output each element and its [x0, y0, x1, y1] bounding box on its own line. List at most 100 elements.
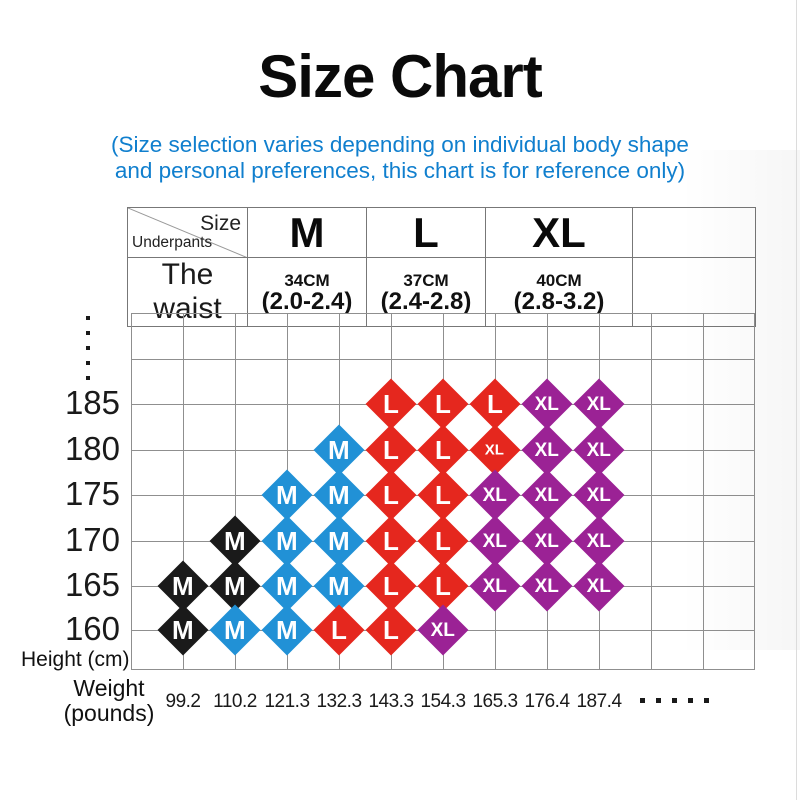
weight-tick-187.4: 187.4 [576, 691, 622, 712]
size-marker-m: M [313, 469, 365, 521]
waist-l-cm: 37CM [403, 271, 449, 290]
height-tick-165: 165 [64, 566, 120, 604]
size-marker-label: XL [534, 393, 560, 415]
size-marker-label: XL [586, 575, 612, 597]
size-marker-label: L [435, 570, 451, 601]
height-ellipsis-dot [86, 376, 90, 380]
size-marker-label: M [328, 479, 350, 510]
size-marker-l: L [417, 469, 469, 521]
grid-line-vertical [131, 313, 132, 670]
size-marker-label: M [172, 570, 194, 601]
waist-l-range: (2.4-2.8) [380, 288, 472, 315]
weight-ellipsis-dot [640, 698, 645, 703]
corner-underpants-label: Underpants [132, 234, 213, 251]
subtitle-line-1: (Size selection varies depending on indi… [111, 132, 689, 157]
size-marker-xl: XL [521, 515, 573, 566]
size-marker-l: L [469, 378, 521, 430]
size-marker-m: M [261, 469, 313, 521]
height-tick-180: 180 [64, 429, 120, 467]
size-marker-l: L [365, 469, 417, 521]
size-marker-label: XL [482, 530, 508, 551]
photo-edge-line [796, 0, 797, 800]
size-marker-label: XL [430, 619, 456, 641]
size-marker-xl: XL [573, 424, 625, 475]
weight-tick-121.3: 121.3 [264, 691, 310, 712]
size-marker-m: M [313, 515, 365, 566]
height-ellipsis-dot [86, 346, 90, 350]
size-col-m: M [247, 207, 367, 258]
size-marker-m: M [261, 515, 313, 566]
size-marker-xl: XL [469, 424, 521, 475]
weight-tick-165.3: 165.3 [472, 691, 518, 712]
size-marker-xl: XL [573, 515, 625, 566]
size-marker-xl: XL [469, 515, 521, 566]
weight-ellipsis-dot [688, 698, 693, 703]
height-ellipsis-dot [86, 331, 90, 335]
size-marker-label: XL [586, 484, 612, 506]
size-marker-label: L [331, 614, 347, 645]
size-marker-l: L [365, 424, 417, 475]
size-marker-label: L [435, 434, 451, 465]
weight-tick-143.3: 143.3 [368, 691, 414, 712]
size-marker-label: XL [482, 484, 508, 506]
size-marker-label: XL [534, 575, 560, 597]
size-marker-label: M [328, 570, 350, 601]
size-marker-label: M [224, 614, 246, 645]
size-marker-label: XL [534, 530, 560, 551]
grid-line-vertical [183, 313, 184, 670]
waist-m-range: (2.0-2.4) [261, 288, 353, 315]
size-marker-label: M [276, 525, 298, 556]
height-tick-175: 175 [64, 475, 120, 513]
diagonal-divider-line [128, 208, 246, 257]
size-marker-l: L [417, 378, 469, 430]
size-marker-m: M [209, 515, 261, 566]
size-marker-m: M [157, 604, 209, 656]
waist-row-label-cell: The waist [127, 257, 248, 327]
size-marker-xl: XL [521, 560, 573, 612]
size-marker-label: L [435, 388, 451, 419]
size-marker-label: XL [586, 439, 612, 460]
size-marker-label: L [435, 479, 451, 510]
size-marker-label: M [224, 525, 246, 556]
height-axis-title: Height (cm) [21, 648, 130, 671]
size-header-table: Size Underpants M L XL The waist 34CM (2… [127, 207, 756, 327]
size-marker-l: L [365, 604, 417, 656]
size-marker-label: XL [485, 440, 505, 458]
grid-line-vertical [235, 313, 236, 670]
size-marker-xl: XL [417, 604, 469, 656]
size-m-label: M [289, 208, 325, 256]
corner-cell: Size Underpants [127, 207, 248, 258]
size-marker-l: L [365, 378, 417, 430]
size-marker-label: M [276, 614, 298, 645]
waist-row-label: The waist [153, 258, 222, 326]
size-marker-label: XL [586, 530, 612, 551]
size-col-xl: XL [485, 207, 633, 258]
weight-tick-99.2: 99.2 [165, 691, 201, 712]
size-marker-label: XL [534, 484, 560, 506]
size-marker-label: L [383, 570, 399, 601]
size-marker-l: L [417, 515, 469, 566]
weight-axis-title-line2: (pounds) [63, 700, 155, 726]
size-marker-label: M [328, 434, 350, 465]
size-marker-xl: XL [521, 378, 573, 430]
weight-tick-154.3: 154.3 [420, 691, 466, 712]
grid-line-vertical [754, 313, 755, 670]
size-xl-label: XL [532, 208, 586, 256]
waist-empty-cell [632, 257, 756, 327]
weight-ellipsis-dot [672, 698, 677, 703]
grid-line-vertical [651, 313, 652, 670]
size-marker-label: L [435, 525, 451, 556]
height-tick-160: 160 [64, 610, 120, 648]
size-scatter-grid: L L L XL XL M L L XL XL XL M M L L XL XL XL M M M L L XL XL XL M M M… [131, 313, 755, 670]
weight-axis-title: Weight (pounds) [50, 676, 168, 726]
weight-ellipsis-dot [704, 698, 709, 703]
size-marker-xl: XL [521, 424, 573, 475]
height-tick-185: 185 [64, 384, 120, 422]
size-marker-label: XL [482, 575, 508, 597]
weight-axis-title-line1: Weight [73, 675, 145, 701]
weight-tick-176.4: 176.4 [524, 691, 570, 712]
size-marker-xl: XL [469, 560, 521, 612]
size-marker-m: M [209, 604, 261, 656]
grid-line-vertical [703, 313, 704, 670]
size-marker-label: L [487, 388, 503, 419]
